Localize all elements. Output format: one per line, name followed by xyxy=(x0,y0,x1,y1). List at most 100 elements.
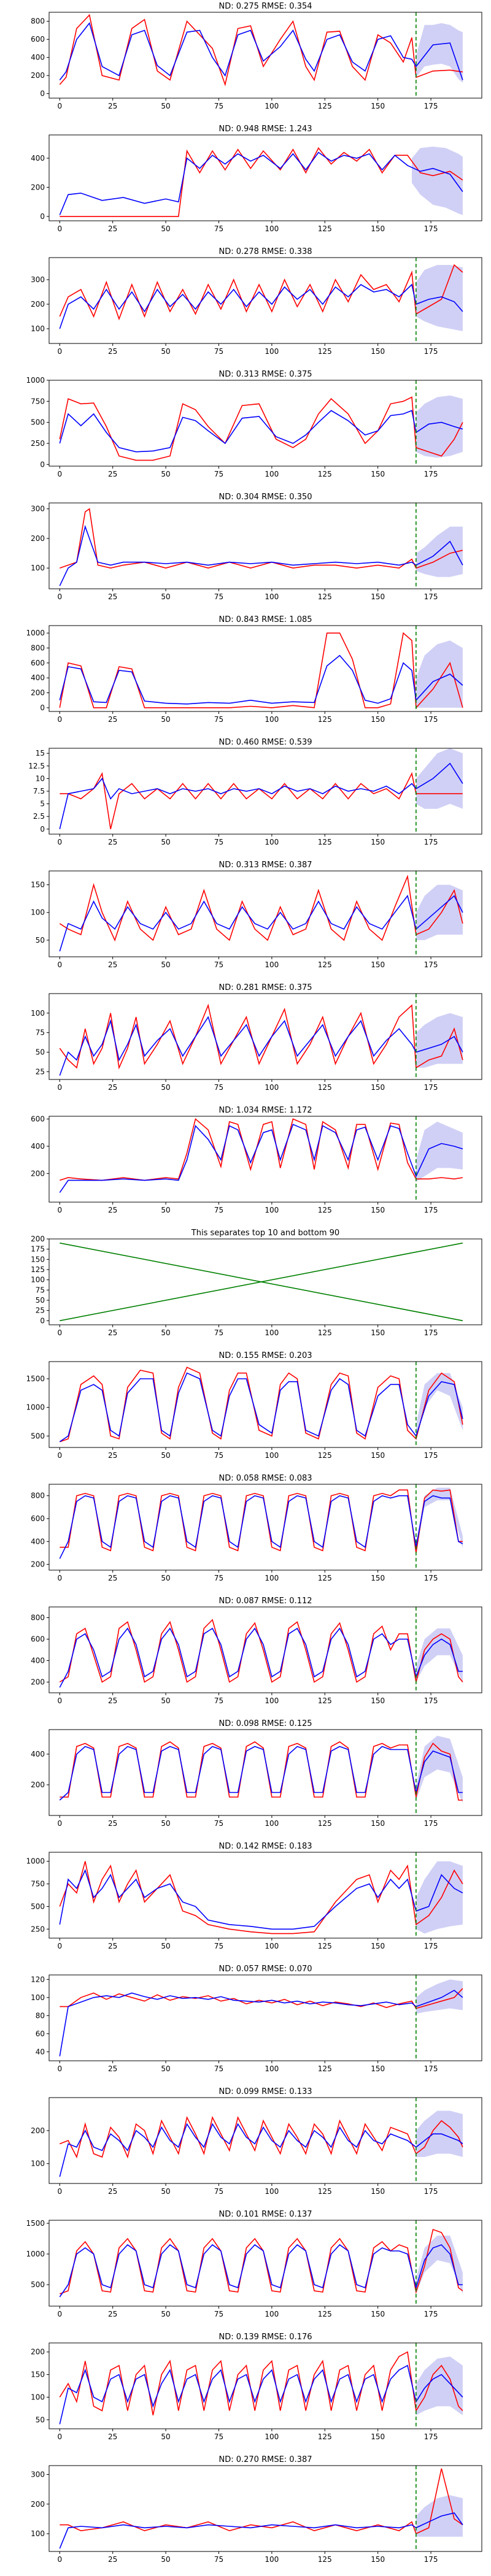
y-tick-label: 400 xyxy=(31,53,45,62)
x-tick-label: 75 xyxy=(214,1819,223,1828)
x-tick-label: 50 xyxy=(161,224,170,233)
x-tick-label: 150 xyxy=(371,2555,385,2564)
x-tick-label: 0 xyxy=(57,102,62,110)
y-tick-label: 80 xyxy=(36,2011,45,2020)
plot-area xyxy=(59,380,463,466)
panel-title: ND: 0.313 RMSE: 0.375 xyxy=(218,370,312,379)
y-tick-label: 1500 xyxy=(26,2219,45,2228)
confidence-band xyxy=(416,23,463,83)
x-tick-label: 25 xyxy=(108,2432,117,2441)
y-tick-label: 12.5 xyxy=(28,762,45,770)
x-tick-label: 150 xyxy=(371,470,385,478)
x-tick-label: 175 xyxy=(424,1451,438,1460)
x-tick-label: 75 xyxy=(214,2555,223,2564)
x-tick-label: 50 xyxy=(161,715,170,724)
x-tick-label: 50 xyxy=(161,2310,170,2318)
x-tick-label: 150 xyxy=(371,2432,385,2441)
x-tick-label: 125 xyxy=(318,1574,332,1582)
x-tick-label: 125 xyxy=(318,2064,332,2073)
x-tick-label: 50 xyxy=(161,2187,170,2196)
panel-5: ND: 0.304 RMSE: 0.350 0 25 50 75 100 125 150 175… xyxy=(31,493,482,601)
y-tick-label: 200 xyxy=(31,689,45,697)
x-tick-label: 75 xyxy=(214,2310,223,2318)
axes-frame xyxy=(48,1606,482,1693)
prediction-line xyxy=(59,762,463,829)
axes-frame xyxy=(48,870,482,957)
panel-title: ND: 0.278 RMSE: 0.338 xyxy=(218,247,312,256)
x-tick-label: 150 xyxy=(371,2187,385,2196)
prediction-line xyxy=(59,283,463,329)
y-tick-label: 400 xyxy=(31,673,45,682)
y-tick-label: 200 xyxy=(31,2348,45,2356)
panel-21: ND: 0.270 RMSE: 0.387 0 25 50 75 100 125 150 175… xyxy=(31,2455,482,2564)
confidence-band xyxy=(416,1736,463,1803)
confidence-band xyxy=(416,640,463,708)
panel-title: ND: 0.057 RMSE: 0.070 xyxy=(218,1965,312,1974)
y-tick-label: 0 xyxy=(40,212,45,221)
y-tick-label: 0 xyxy=(40,460,45,469)
y-tick-label: 100 xyxy=(31,2393,45,2401)
panel-19: ND: 0.101 RMSE: 0.137 0 25 50 75 100 125 150 175… xyxy=(26,2210,482,2318)
y-tick-label: 800 xyxy=(31,1492,45,1500)
x-tick-label: 50 xyxy=(161,347,170,356)
y-tick-label: 7.5 xyxy=(33,787,45,795)
y-tick-label: 200 xyxy=(31,71,45,80)
y-tick-label: 200 xyxy=(31,534,45,543)
x-tick-label: 100 xyxy=(265,1083,279,1092)
x-tick-label: 175 xyxy=(424,1696,438,1705)
x-tick-label: 150 xyxy=(371,1451,385,1460)
axes-frame xyxy=(48,1361,482,1448)
x-tick-label: 50 xyxy=(161,838,170,846)
panel-13: ND: 0.058 RMSE: 0.083 0 25 50 75 100 125 150 175… xyxy=(31,1474,482,1582)
x-tick-label: 175 xyxy=(424,224,438,233)
x-tick-label: 0 xyxy=(57,2432,62,2441)
y-tick-label: 150 xyxy=(31,881,45,889)
x-tick-label: 50 xyxy=(161,470,170,478)
x-tick-label: 175 xyxy=(424,1574,438,1582)
y-tick-label: 400 xyxy=(31,1537,45,1546)
y-tick-label: 800 xyxy=(31,644,45,653)
x-tick-label: 125 xyxy=(318,1083,332,1092)
y-tick-label: 300 xyxy=(31,505,45,513)
axes-frame xyxy=(48,1116,482,1203)
y-tick-label: 100 xyxy=(31,1009,45,1018)
x-tick-label: 0 xyxy=(57,470,62,478)
axes-frame xyxy=(48,1974,482,2061)
x-tick-label: 75 xyxy=(214,592,223,601)
x-tick-label: 0 xyxy=(57,1083,62,1092)
x-tick-label: 125 xyxy=(318,1206,332,1214)
y-tick-label: 100 xyxy=(31,324,45,333)
x-tick-label: 125 xyxy=(318,2432,332,2441)
prediction-line xyxy=(59,2244,463,2298)
x-tick-label: 100 xyxy=(265,347,279,356)
x-tick-label: 125 xyxy=(318,715,332,724)
y-tick-label: 300 xyxy=(31,275,45,284)
x-tick-label: 0 xyxy=(57,960,62,969)
x-tick-label: 125 xyxy=(318,224,332,233)
axes-frame xyxy=(48,134,482,221)
confidence-band xyxy=(416,395,463,458)
x-tick-label: 150 xyxy=(371,1083,385,1092)
plot-area xyxy=(59,1852,463,1938)
x-tick-label: 0 xyxy=(57,715,62,724)
y-tick-label: 600 xyxy=(31,1114,45,1123)
truth-line xyxy=(60,2468,463,2535)
y-tick-label: 75 xyxy=(36,1029,45,1037)
panel-15: ND: 0.098 RMSE: 0.125 0 25 50 75 100 125 150 175… xyxy=(31,1719,482,1828)
y-tick-label: 250 xyxy=(31,1925,45,1933)
confidence-band xyxy=(416,265,463,331)
x-tick-label: 0 xyxy=(57,1819,62,1828)
x-tick-label: 175 xyxy=(424,2432,438,2441)
panel-3: ND: 0.278 RMSE: 0.338 0 25 50 75 100 125 150 175… xyxy=(31,247,482,356)
axes-frame xyxy=(48,1852,482,1939)
x-tick-label: 175 xyxy=(424,1083,438,1092)
x-tick-label: 75 xyxy=(214,2432,223,2441)
y-tick-label: 0 xyxy=(40,1316,45,1325)
x-tick-label: 100 xyxy=(265,592,279,601)
y-tick-label: 0 xyxy=(40,90,45,98)
x-tick-label: 0 xyxy=(57,224,62,233)
x-tick-label: 100 xyxy=(265,715,279,724)
y-tick-label: 200 xyxy=(31,183,45,191)
x-tick-label: 100 xyxy=(265,2064,279,2073)
